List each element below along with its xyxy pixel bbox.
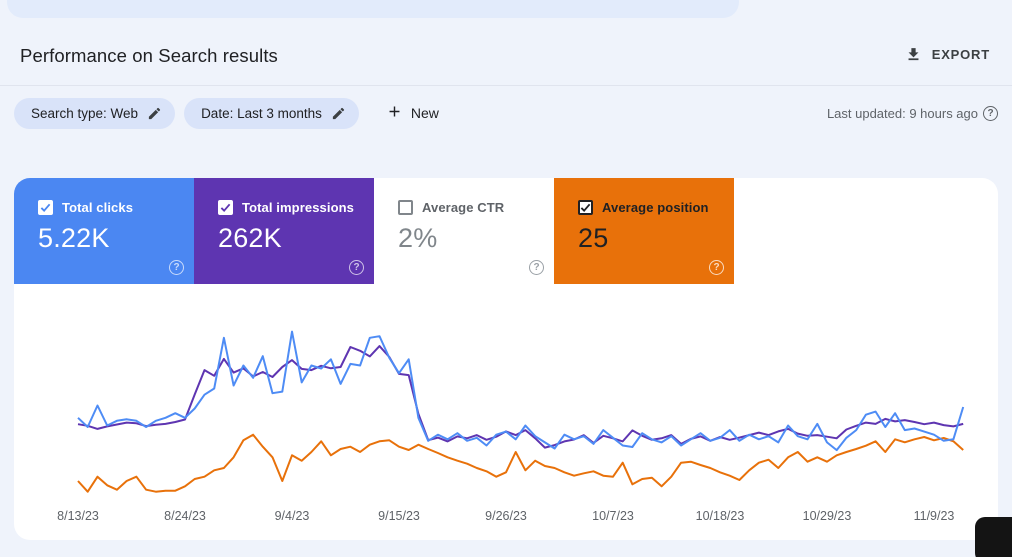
- last-updated-status: Last updated: 9 hours ago ?: [826, 105, 998, 121]
- x-axis-tick-label: 11/9/23: [914, 509, 955, 523]
- metric-value: 5.22K: [38, 223, 110, 253]
- average-ctr-tile[interactable]: Average CTR 2% ?: [374, 178, 554, 284]
- performance-chart: 8/13/23 8/24/23 9/4/23 9/15/23 9/26/23 10/7/2…: [14, 290, 998, 534]
- total-impressions-tile[interactable]: Total impressions 262K ?: [194, 178, 374, 284]
- help-icon[interactable]: ?: [169, 260, 184, 275]
- search-type-chip-label: Search type: Web: [31, 105, 139, 121]
- last-updated-text: Last updated: 9 hours ago: [826, 105, 978, 121]
- average-position-tile[interactable]: Average position 25 ?: [554, 178, 734, 284]
- new-filter-button[interactable]: New: [380, 99, 445, 127]
- edit-pencil-icon: [331, 106, 346, 121]
- edit-pencil-icon: [147, 106, 162, 121]
- average-ctr-checkbox[interactable]: [398, 200, 413, 215]
- help-icon[interactable]: ?: [349, 260, 364, 275]
- filter-bar: Search type: Web Date: Last 3 months New…: [0, 86, 1012, 140]
- x-axis-tick-label: 10/18/23: [696, 509, 745, 523]
- metric-label: Total clicks: [62, 200, 134, 215]
- help-icon[interactable]: ?: [983, 105, 998, 121]
- plus-icon: [386, 103, 403, 123]
- metric-value: 25: [578, 223, 609, 253]
- average-position-checkbox[interactable]: [578, 200, 593, 215]
- metric-tiles-row: Total clicks 5.22K ? Total impressions 2…: [14, 178, 734, 284]
- metric-value: 2%: [398, 223, 438, 253]
- metric-label: Average position: [602, 200, 709, 215]
- page-header: Performance on Search results EXPORT: [0, 0, 1012, 86]
- metric-label: Total impressions: [242, 200, 354, 215]
- x-axis-tick-label: 9/15/23: [378, 509, 420, 523]
- x-axis-tick-label: 8/13/23: [57, 509, 99, 523]
- page-title: Performance on Search results: [20, 45, 278, 66]
- metric-label: Average CTR: [422, 200, 505, 215]
- total-impressions-checkbox[interactable]: [218, 200, 233, 215]
- search-bar-bottom-edge[interactable]: [7, 0, 739, 18]
- help-icon[interactable]: ?: [529, 260, 544, 275]
- performance-chart-svg: 8/13/23 8/24/23 9/4/23 9/15/23 9/26/23 10/7/2…: [57, 330, 965, 523]
- date-range-chip[interactable]: Date: Last 3 months: [184, 97, 359, 129]
- series-line-clicks: [77, 330, 965, 452]
- x-axis-tick-label: 9/26/23: [485, 509, 527, 523]
- series-line-average-position: [77, 433, 964, 493]
- total-clicks-checkbox[interactable]: [38, 200, 53, 215]
- new-filter-label: New: [410, 105, 439, 121]
- export-button[interactable]: EXPORT: [903, 42, 992, 67]
- download-icon: [905, 46, 922, 63]
- date-range-chip-label: Date: Last 3 months: [201, 105, 322, 121]
- x-axis-tick-label: 10/7/23: [592, 509, 634, 523]
- screen-corner-artifact: [975, 517, 1012, 557]
- export-label: EXPORT: [931, 47, 990, 62]
- x-axis-tick-label: 8/24/23: [164, 509, 206, 523]
- performance-report-card: Total clicks 5.22K ? Total impressions 2…: [14, 178, 998, 540]
- x-axis-tick-label: 9/4/23: [275, 509, 310, 523]
- total-clicks-tile[interactable]: Total clicks 5.22K ?: [14, 178, 194, 284]
- search-type-chip[interactable]: Search type: Web: [14, 97, 176, 129]
- x-axis-tick-label: 10/29/23: [803, 509, 852, 523]
- metric-value: 262K: [218, 223, 282, 253]
- help-icon[interactable]: ?: [709, 260, 724, 275]
